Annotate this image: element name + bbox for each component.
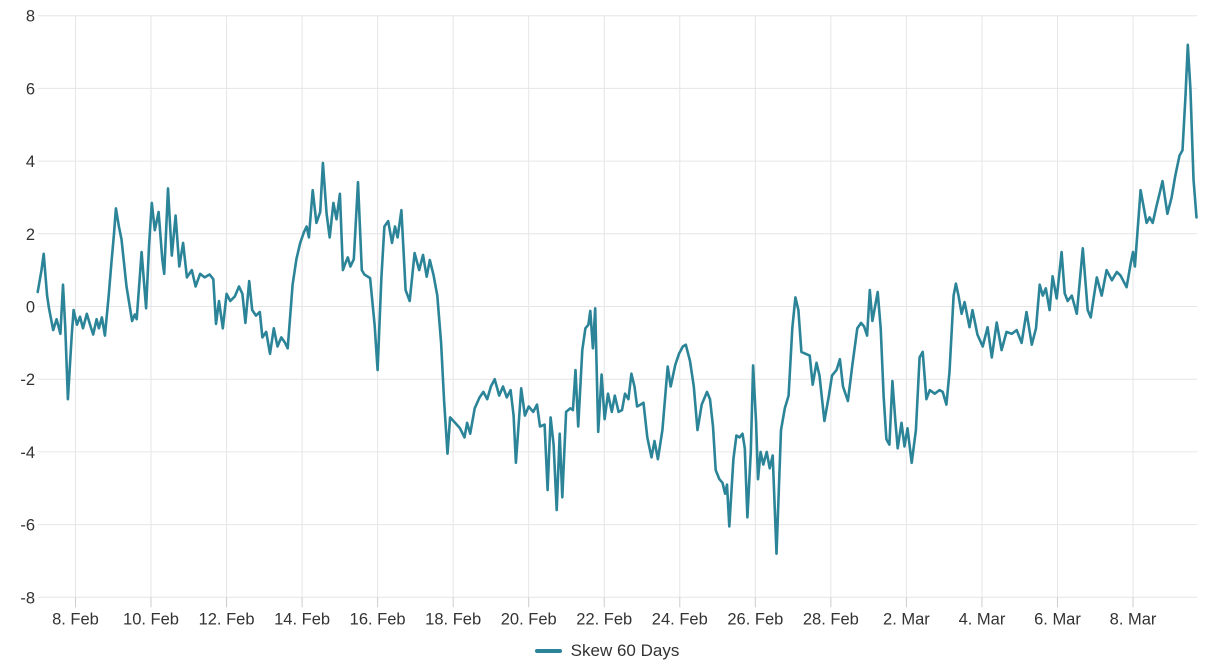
legend-item-skew-60-days[interactable]: Skew 60 Days <box>534 641 680 661</box>
x-tick-label: 8. Feb <box>52 610 99 628</box>
x-tick-label: 18. Feb <box>425 610 481 628</box>
x-tick-label: 8. Mar <box>1110 610 1157 628</box>
x-tick-label: 6. Mar <box>1034 610 1081 628</box>
y-tick-label: 6 <box>26 80 35 98</box>
x-tick-label: 10. Feb <box>123 610 179 628</box>
x-tick-label: 4. Mar <box>959 610 1006 628</box>
legend-line-marker <box>534 649 562 653</box>
series-line-skew-60-days[interactable] <box>36 43 1198 555</box>
y-tick-label: 0 <box>26 299 35 317</box>
x-tick-label: 2. Mar <box>883 610 930 628</box>
x-tick-label: 16. Feb <box>350 610 406 628</box>
legend-label: Skew 60 Days <box>570 641 680 660</box>
y-tick-label: -4 <box>20 444 35 462</box>
y-tick-label: -8 <box>20 589 35 607</box>
x-tick-label: 14. Feb <box>274 610 330 628</box>
y-tick-label: -6 <box>20 517 35 535</box>
y-tick-label: 8 <box>26 8 35 26</box>
x-tick-label: 20. Feb <box>501 610 557 628</box>
y-tick-label: 4 <box>26 153 35 171</box>
x-tick-label: 26. Feb <box>727 610 783 628</box>
x-tick-label: 22. Feb <box>576 610 632 628</box>
y-tick-label: -2 <box>20 371 35 389</box>
x-tick-label: 28. Feb <box>803 610 859 628</box>
chart-legend: Skew 60 Days <box>0 641 1214 661</box>
plot-area[interactable]: 8 6 4 2 0 -2 -4 -6 -8 8. Feb 10. Feb 12. Feb 14. Feb… <box>0 0 1214 636</box>
y-tick-label: 2 <box>26 226 35 244</box>
x-tick-label: 24. Feb <box>652 610 708 628</box>
x-tick-label: 12. Feb <box>199 610 255 628</box>
